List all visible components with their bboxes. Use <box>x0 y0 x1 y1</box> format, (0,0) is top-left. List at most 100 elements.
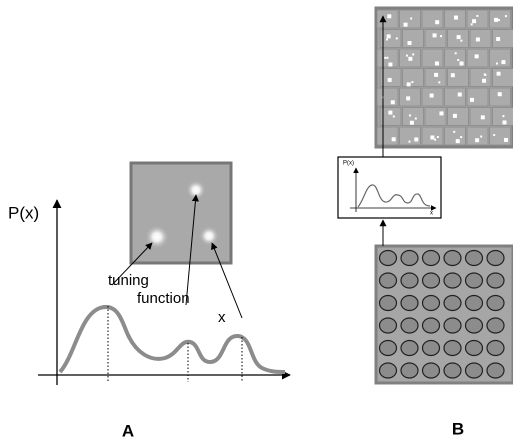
feature-spot <box>502 115 505 118</box>
input-unit <box>421 249 441 267</box>
stimulus-square <box>129 161 233 265</box>
arrow <box>211 242 243 319</box>
input-unit <box>421 339 441 357</box>
input-unit <box>378 249 398 267</box>
input-unit <box>464 317 484 334</box>
input-unit <box>464 249 484 267</box>
feature-cell <box>421 9 444 29</box>
feature-spot <box>403 22 408 27</box>
arrow <box>185 194 199 306</box>
feature-cell <box>424 68 447 87</box>
feature-spot <box>408 114 411 117</box>
input-unit <box>443 272 462 289</box>
arrow <box>111 242 153 286</box>
feature-cell <box>379 107 402 126</box>
feature-spot <box>459 61 464 66</box>
feature-cell <box>492 29 513 48</box>
feature-cell <box>492 68 513 87</box>
feature-spot <box>412 53 415 56</box>
feature-spot <box>406 96 411 101</box>
feature-cell <box>376 9 399 29</box>
feature-spot <box>494 17 499 22</box>
input-unit <box>464 362 484 379</box>
feature-spot <box>395 37 398 40</box>
feature-spot <box>497 92 502 97</box>
feature-spot <box>408 56 413 61</box>
feature-spot <box>391 137 396 142</box>
input-unit <box>421 272 441 289</box>
feature-spot <box>454 52 457 55</box>
input-unit <box>378 317 398 334</box>
feature-cell <box>447 68 469 87</box>
inset-y-label: P(x) <box>343 161 354 167</box>
input-unit <box>464 294 484 312</box>
input-unit <box>443 294 462 312</box>
input-grid <box>374 244 513 385</box>
feature-cell <box>402 29 424 48</box>
feature-spot <box>455 139 460 144</box>
y-axis-label: P(x) <box>8 203 39 222</box>
feature-cell <box>469 29 492 48</box>
feature-spot <box>457 59 460 62</box>
feature-spot <box>436 135 439 138</box>
feature-spot <box>387 14 392 19</box>
input-unit <box>421 362 441 379</box>
feature-cell <box>489 87 511 107</box>
input-unit <box>486 317 505 334</box>
input-unit <box>400 249 419 267</box>
input-unit <box>443 339 462 357</box>
input-unit <box>378 339 398 357</box>
feature-spot <box>457 92 462 97</box>
feature-spot <box>434 138 437 141</box>
feature-spot <box>430 135 435 140</box>
feature-cell <box>489 9 511 29</box>
feature-cell <box>466 126 489 146</box>
input-unit <box>464 272 484 289</box>
feature-cell <box>421 48 444 68</box>
input-unit <box>400 339 419 357</box>
feature-cell <box>469 107 492 126</box>
feature-spot <box>386 38 389 41</box>
feature-spot <box>476 14 479 17</box>
feature-spot <box>504 15 507 18</box>
feature-spot <box>439 111 444 116</box>
inset-x-label: x <box>430 211 433 217</box>
feature-cell <box>489 48 511 68</box>
feature-spot <box>434 72 439 77</box>
feature-spot <box>409 120 414 125</box>
feature-spot <box>480 115 485 120</box>
annotation: function <box>137 290 190 307</box>
feature-spot <box>432 33 437 38</box>
feature-spot <box>406 82 411 87</box>
feature-cell <box>466 87 489 107</box>
feature-spot <box>386 34 391 39</box>
density-curve <box>58 304 286 374</box>
input-unit <box>400 362 419 379</box>
feature-cell <box>379 68 402 87</box>
feature-spot <box>453 130 456 133</box>
tuning-spot <box>186 180 206 200</box>
feature-spot <box>388 62 393 67</box>
feature-cell <box>402 68 424 87</box>
feature-spot <box>475 37 480 42</box>
feature-spot <box>483 73 486 76</box>
input-unit <box>378 272 398 289</box>
feature-spot <box>480 135 483 138</box>
input-unit <box>464 339 484 357</box>
feature-spot <box>482 78 487 83</box>
feature-spot <box>438 81 441 84</box>
input-unit <box>443 249 462 267</box>
feature-spot <box>384 56 387 59</box>
feature-spot <box>496 71 501 76</box>
feature-spot <box>387 77 392 82</box>
feature-cell <box>466 9 489 29</box>
feature-cell <box>469 68 492 87</box>
feature-cell <box>376 126 399 146</box>
input-unit <box>486 362 505 379</box>
tuning-spot <box>199 226 219 246</box>
feature-cell <box>489 126 511 146</box>
feature-cell <box>379 29 402 48</box>
panel-a: P(x) tuning function x A <box>8 161 291 440</box>
feature-spot <box>460 39 463 42</box>
